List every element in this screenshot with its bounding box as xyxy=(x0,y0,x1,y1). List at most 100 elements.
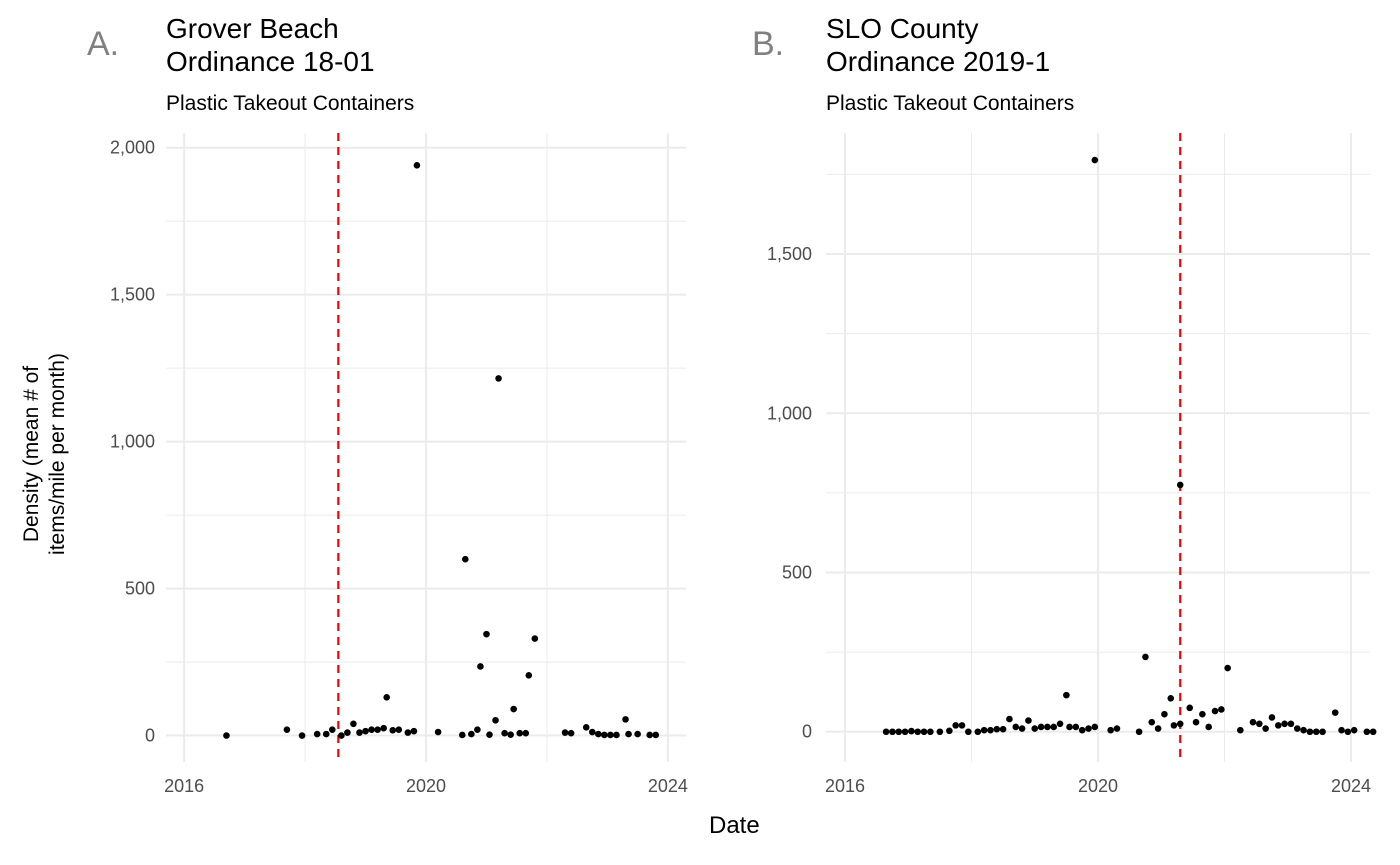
data-point xyxy=(882,728,890,736)
x-tick-label: 2016 xyxy=(164,776,204,796)
data-point xyxy=(1211,707,1219,715)
panel-b-plot: 2016 2020 2024 0 500 1,000 1,500 xyxy=(767,133,1377,796)
data-point xyxy=(999,725,1007,733)
y-tick-label: 0 xyxy=(145,726,155,746)
data-point xyxy=(1037,723,1045,731)
data-point xyxy=(1218,706,1225,713)
panel-a-subtitle: Plastic Takeout Containers xyxy=(166,92,415,115)
data-point xyxy=(434,728,442,736)
data-point xyxy=(1287,720,1295,728)
data-point xyxy=(622,716,629,723)
data-point xyxy=(889,728,896,736)
data-point xyxy=(1113,725,1121,732)
data-point xyxy=(1056,720,1064,728)
data-point xyxy=(1363,728,1371,736)
x-tick-label: 2020 xyxy=(406,776,446,796)
data-point xyxy=(495,375,502,382)
data-point xyxy=(1167,695,1175,702)
data-point xyxy=(1091,156,1099,164)
x-tick-label: 2024 xyxy=(648,776,688,796)
data-point xyxy=(1281,720,1288,728)
data-point xyxy=(1338,726,1345,734)
data-point xyxy=(652,731,660,739)
data-point xyxy=(908,727,915,735)
data-point xyxy=(1176,720,1184,728)
data-point xyxy=(356,729,363,736)
data-point xyxy=(328,726,336,733)
panel-a-title-line1: Grover Beach xyxy=(166,13,339,44)
panel-a-title-line2: Ordinance 18-01 xyxy=(166,46,375,77)
y-tick-label: 1,000 xyxy=(110,432,155,452)
data-point xyxy=(283,726,291,733)
data-point xyxy=(1199,710,1206,718)
y-tick-label: 2,000 xyxy=(110,138,155,158)
data-point xyxy=(927,728,934,736)
data-point xyxy=(1012,723,1020,731)
data-point xyxy=(374,726,381,733)
data-point xyxy=(1331,709,1339,716)
data-point xyxy=(1135,728,1143,736)
data-point xyxy=(965,728,972,736)
data-point xyxy=(946,727,953,735)
data-point xyxy=(1293,725,1301,732)
x-tick-label: 2020 xyxy=(1078,776,1118,796)
data-point xyxy=(958,722,966,729)
y-tick-label: 500 xyxy=(782,563,812,583)
data-point xyxy=(380,724,387,732)
y-tick-label: 1,500 xyxy=(110,285,155,305)
data-point xyxy=(1072,723,1080,731)
data-point xyxy=(1186,704,1194,712)
data-point xyxy=(567,729,575,737)
data-point xyxy=(1025,717,1032,724)
data-point xyxy=(646,731,654,739)
data-point xyxy=(1091,723,1099,731)
data-point xyxy=(362,727,369,735)
data-point xyxy=(561,729,569,736)
data-point xyxy=(492,716,499,724)
data-point xyxy=(613,731,620,739)
data-point xyxy=(410,727,418,735)
data-point xyxy=(1161,710,1168,718)
data-point xyxy=(1031,725,1039,732)
data-point xyxy=(1154,725,1162,732)
data-point xyxy=(1274,722,1282,729)
data-point xyxy=(1176,481,1184,489)
data-point xyxy=(223,732,230,739)
panel-b-subtitle: Plastic Takeout Containers xyxy=(826,92,1075,115)
data-point xyxy=(1369,728,1377,736)
data-point xyxy=(350,720,357,728)
data-point xyxy=(1018,725,1026,732)
data-point xyxy=(389,726,397,734)
data-point xyxy=(483,630,490,638)
data-point xyxy=(895,728,903,736)
data-point xyxy=(531,635,539,642)
panel-a-plot: 2016 2020 2024 0 500 1,000 1,500 2,000 xyxy=(110,133,688,796)
data-point xyxy=(601,731,608,739)
data-point xyxy=(344,729,351,736)
data-point xyxy=(582,724,590,731)
data-point xyxy=(1312,728,1320,736)
data-point xyxy=(313,730,321,738)
x-tick-label: 2016 xyxy=(825,776,865,796)
data-point xyxy=(462,555,469,563)
y-tick-label: 1,000 xyxy=(767,403,812,423)
data-point xyxy=(1268,714,1276,721)
data-point xyxy=(404,729,412,736)
data-point xyxy=(987,726,994,734)
data-point xyxy=(1085,725,1092,732)
data-point xyxy=(486,731,493,738)
data-point xyxy=(1249,718,1257,726)
data-point xyxy=(1319,728,1326,736)
data-point xyxy=(383,694,390,701)
y-tick-label: 500 xyxy=(125,579,155,599)
data-point xyxy=(1142,653,1149,661)
x-tick-label: 2024 xyxy=(1331,776,1371,796)
data-point xyxy=(974,728,982,736)
data-point xyxy=(338,732,345,739)
data-point xyxy=(1050,723,1058,731)
data-point xyxy=(1066,723,1073,731)
data-point xyxy=(1205,723,1212,731)
data-point xyxy=(474,726,481,733)
data-point xyxy=(322,730,330,738)
